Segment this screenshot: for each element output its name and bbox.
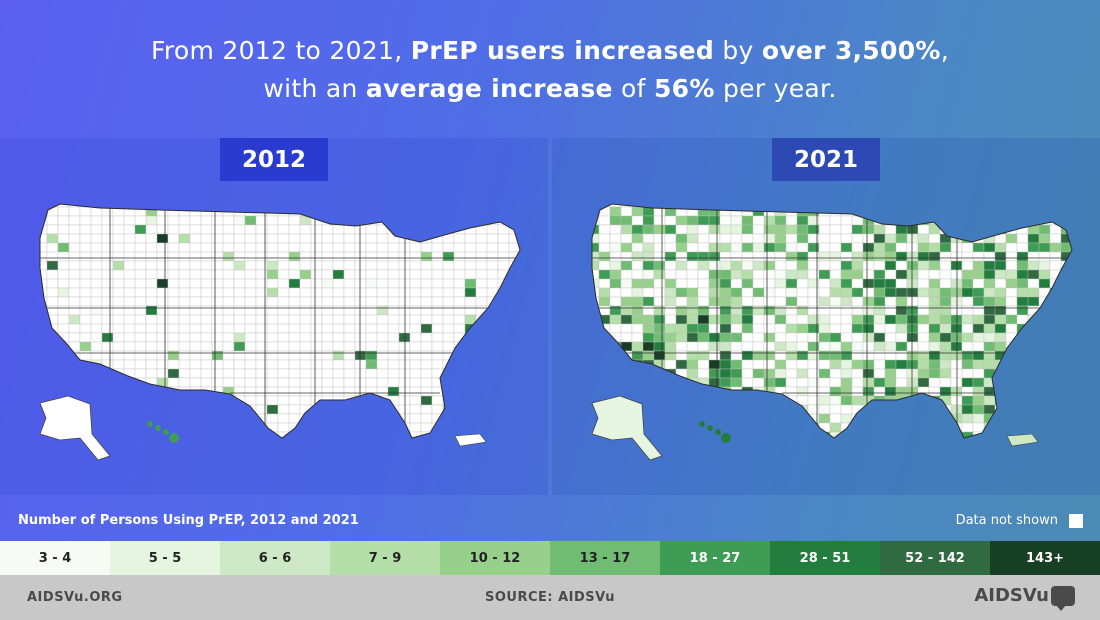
map-panel-2012: 2012 <box>0 138 548 495</box>
footer-site[interactable]: AIDSVu.ORG <box>27 590 123 605</box>
hawaii-island <box>163 429 169 435</box>
legend-bin-3: 7 - 9 <box>330 541 440 575</box>
alaska <box>591 395 663 461</box>
hawaii-island <box>721 433 731 443</box>
legend-bin-7: 28 - 51 <box>770 541 880 575</box>
headline-line-1: From 2012 to 2021, PrEP users increased … <box>150 36 949 65</box>
legend-bin-4: 10 - 12 <box>440 541 550 575</box>
year-badge-2021: 2021 <box>772 138 880 181</box>
year-badge-2012: 2012 <box>220 138 328 181</box>
data-not-shown-label: Data not shown <box>955 513 1058 528</box>
hawaii-island <box>699 421 705 427</box>
state-borders <box>40 204 520 438</box>
hawaii-island <box>715 429 721 435</box>
hawaii-island <box>155 425 161 431</box>
puerto-rico <box>454 433 487 447</box>
speech-bubble-icon <box>1051 585 1075 611</box>
legend-bin-6: 18 - 27 <box>660 541 770 575</box>
logo-text: AIDSVu <box>974 585 1049 606</box>
legend-title: Number of Persons Using PrEP, 2012 and 2… <box>18 513 359 528</box>
legend-bin-2: 6 - 6 <box>220 541 330 575</box>
headline: From 2012 to 2021, PrEP users increased … <box>0 32 1100 108</box>
hawaii-island <box>169 433 179 443</box>
legend-bin-0: 3 - 4 <box>0 541 110 575</box>
us-county-map-2012 <box>39 203 521 461</box>
legend-bin-8: 52 - 142 <box>880 541 990 575</box>
data-not-shown-swatch <box>1069 514 1083 528</box>
legend-bin-5: 13 - 17 <box>550 541 660 575</box>
alaska <box>39 395 111 461</box>
us-county-map-2021 <box>591 203 1073 461</box>
hawaii-island <box>147 421 153 427</box>
footer-source: SOURCE: AIDSVu <box>484 590 616 605</box>
legend-bin-9: 143+ <box>990 541 1100 575</box>
puerto-rico <box>1006 433 1039 447</box>
map-panel-2021: 2021 <box>552 138 1100 495</box>
state-borders <box>592 204 1072 438</box>
footer: AIDSVu.ORG SOURCE: AIDSVu AIDSVu <box>0 575 1100 620</box>
aidsvu-logo: AIDSVu <box>974 585 1075 611</box>
hawaii-island <box>707 425 713 431</box>
legend-bin-1: 5 - 5 <box>110 541 220 575</box>
headline-line-2: with an average increase of 56% per year… <box>263 74 837 103</box>
